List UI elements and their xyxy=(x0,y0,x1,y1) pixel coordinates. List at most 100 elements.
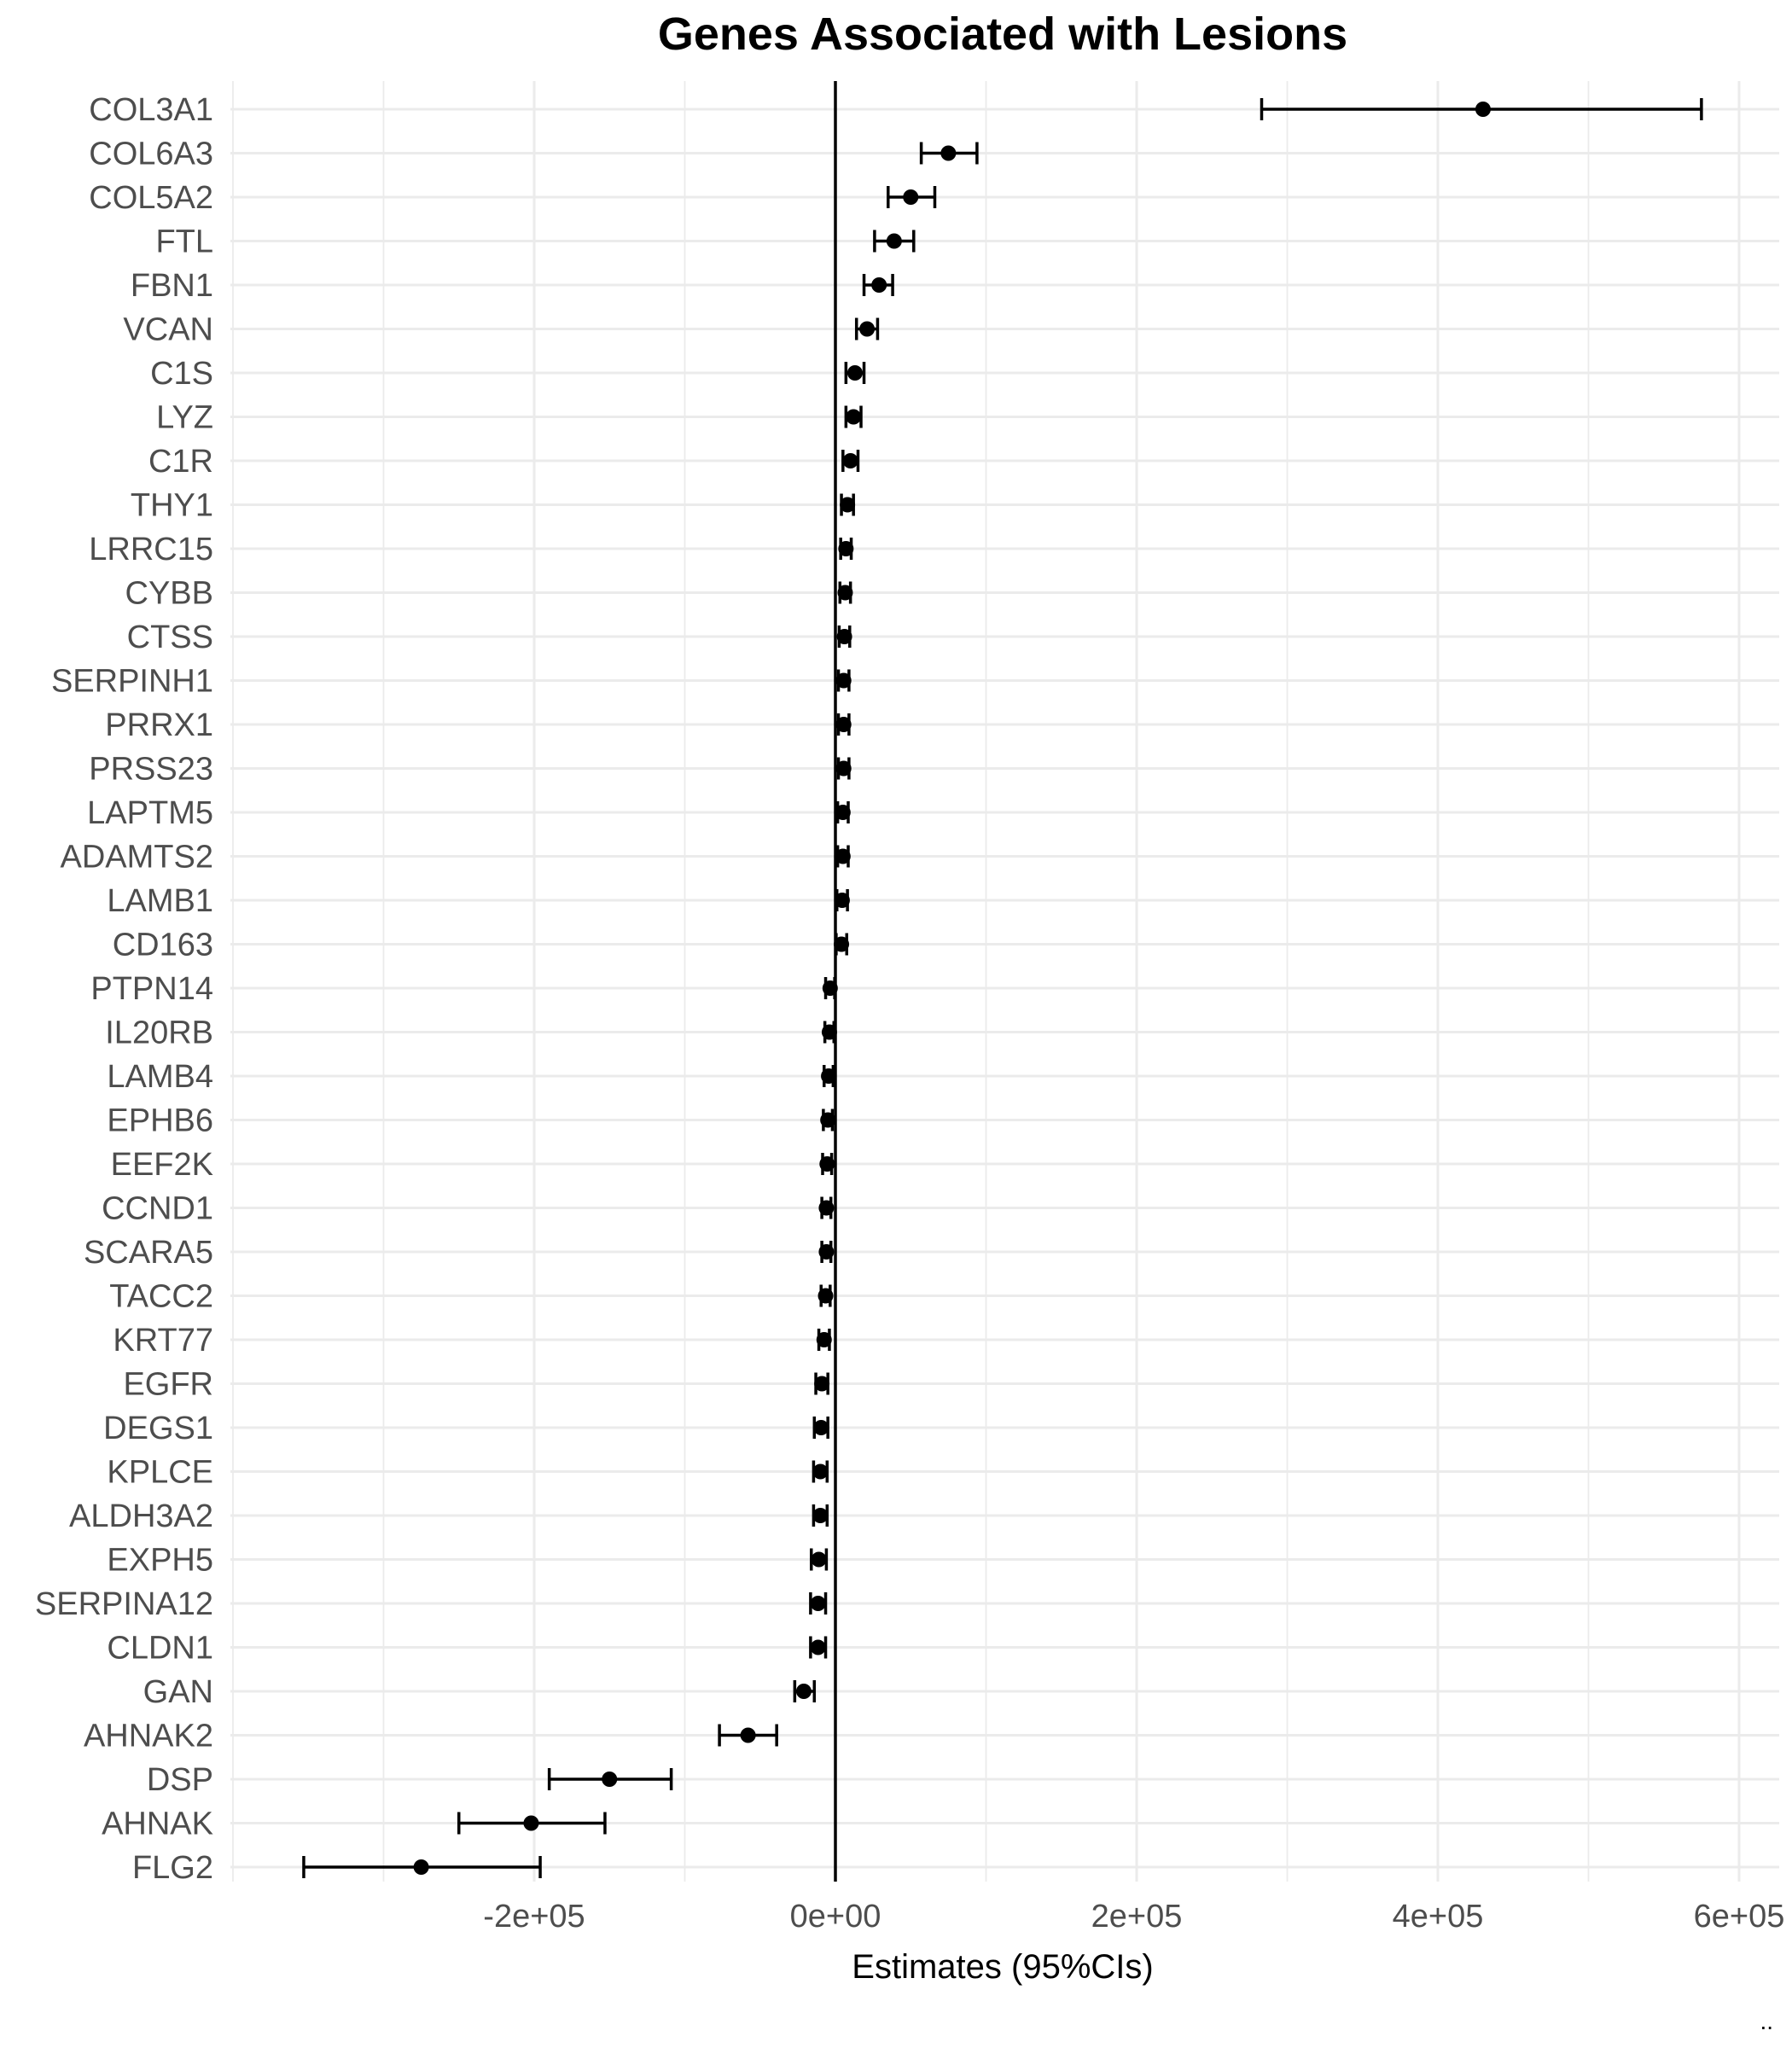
estimate-point xyxy=(838,541,854,556)
estimate-point xyxy=(812,1508,829,1523)
ci-mark-prrx1 xyxy=(835,713,852,736)
y-tick-labels: COL3A1 COL6A3 COL5A2 FTL FBN1 VCAN C1S LYZ C1R TH… xyxy=(35,92,213,1886)
ci-mark-cldn1 xyxy=(809,1636,828,1659)
y-tick-label: LAMB4 xyxy=(107,1059,213,1095)
ci-mark-prss23 xyxy=(835,757,852,780)
ci-mark-ahnak xyxy=(457,1812,607,1835)
estimate-point xyxy=(859,321,876,337)
y-tick-label: PTPN14 xyxy=(90,971,213,1007)
ci-mark-ptpn14 xyxy=(822,977,838,999)
estimate-point xyxy=(810,1639,826,1655)
estimate-point xyxy=(836,629,852,644)
y-tick-label: DSP xyxy=(147,1762,213,1798)
y-tick-label: AHNAK2 xyxy=(84,1719,213,1754)
estimate-point xyxy=(817,1288,834,1304)
y-tick-label: SERPINA12 xyxy=(35,1586,213,1622)
ci-mark-eef2k xyxy=(819,1153,835,1175)
ci-mark-scara5 xyxy=(818,1241,835,1263)
y-tick-label: ADAMTS2 xyxy=(61,840,213,876)
y-tick-label: TACC2 xyxy=(109,1279,213,1315)
estimate-point xyxy=(846,409,862,425)
marks-layer xyxy=(302,98,1703,1878)
y-tick-label: CD163 xyxy=(113,928,213,963)
y-tick-label: SCARA5 xyxy=(84,1235,213,1271)
y-tick-label: C1S xyxy=(150,356,213,392)
y-tick-label: CYBB xyxy=(125,576,213,612)
ci-mark-cd163 xyxy=(834,933,850,956)
ci-mark-egfr xyxy=(814,1372,830,1395)
estimate-point xyxy=(847,365,863,381)
estimate-point xyxy=(523,1815,539,1831)
y-tick-label: FBN1 xyxy=(131,268,213,304)
ci-mark-krt77 xyxy=(816,1329,832,1351)
y-tick-label: DEGS1 xyxy=(103,1411,213,1446)
y-tick-label: PRRX1 xyxy=(105,707,213,743)
ci-mark-lamb1 xyxy=(834,889,850,911)
y-tick-label: LYZ xyxy=(156,400,213,436)
x-tick-label: 4e+05 xyxy=(1393,1899,1484,1935)
x-tick-label: 6e+05 xyxy=(1694,1899,1785,1935)
ci-mark-serpinh1 xyxy=(835,669,852,692)
y-tick-label: VCAN xyxy=(123,312,213,348)
ci-mark-exph5 xyxy=(810,1548,829,1571)
estimate-point xyxy=(811,1551,827,1568)
ci-mark-gan xyxy=(793,1680,817,1702)
estimate-point xyxy=(835,805,851,820)
ci-mark-c1s xyxy=(844,362,866,384)
estimate-point xyxy=(835,717,852,732)
estimate-point xyxy=(871,277,887,293)
ci-mark-vcan xyxy=(854,317,880,340)
y-tick-label: CCND1 xyxy=(102,1191,213,1227)
estimate-point xyxy=(818,1244,835,1260)
estimate-point xyxy=(835,672,852,689)
estimate-point xyxy=(842,453,858,468)
y-tick-label: EGFR xyxy=(123,1367,213,1403)
ci-mark-thy1 xyxy=(840,493,856,516)
estimate-point xyxy=(840,497,856,513)
estimate-point xyxy=(837,585,853,601)
y-tick-label: CTSS xyxy=(127,620,213,655)
y-tick-label: AHNAK xyxy=(102,1807,213,1842)
estimate-point xyxy=(821,1024,837,1040)
ci-mark-ctss xyxy=(836,625,852,648)
estimate-point xyxy=(819,1156,835,1172)
ci-mark-flg2 xyxy=(302,1856,542,1878)
estimate-point xyxy=(835,848,851,864)
estimate-point xyxy=(903,189,919,205)
ci-mark-col3a1 xyxy=(1260,98,1703,120)
y-tick-label: ALDH3A2 xyxy=(69,1498,213,1534)
estimate-point xyxy=(940,145,957,161)
x-tick-label: 0e+00 xyxy=(790,1899,881,1935)
y-tick-label: COL3A1 xyxy=(89,92,213,128)
y-tick-label: KRT77 xyxy=(113,1323,213,1359)
ci-mark-tacc2 xyxy=(817,1284,834,1307)
y-tick-label: FLG2 xyxy=(132,1850,213,1886)
y-tick-label: EEF2K xyxy=(111,1147,213,1183)
y-tick-label: CLDN1 xyxy=(107,1631,213,1667)
ci-mark-il20rb xyxy=(821,1021,837,1044)
ci-mark-dsp xyxy=(547,1768,673,1790)
ci-mark-laptm5 xyxy=(835,801,851,823)
estimate-point xyxy=(886,233,902,249)
y-tick-label: THY1 xyxy=(131,488,213,524)
chart-title: Genes Associated with Lesions xyxy=(658,9,1347,60)
ci-mark-col5a2 xyxy=(887,186,937,208)
ci-mark-ftl xyxy=(873,230,916,253)
ci-mark-aldh3a2 xyxy=(812,1504,829,1527)
ci-mark-cybb xyxy=(837,581,853,604)
ci-mark-fbn1 xyxy=(862,274,894,296)
y-tick-label: SERPINH1 xyxy=(51,664,213,700)
estimate-point xyxy=(812,1463,829,1480)
ci-mark-c1r xyxy=(841,450,860,472)
y-tick-label: C1R xyxy=(148,444,213,480)
ci-mark-ephb6 xyxy=(820,1108,836,1132)
y-tick-label: PRSS23 xyxy=(89,752,213,788)
estimate-point xyxy=(413,1859,429,1875)
x-tick-label: 2e+05 xyxy=(1091,1899,1183,1935)
estimate-point xyxy=(816,1332,832,1347)
ci-mark-adamts2 xyxy=(835,845,851,868)
estimate-point xyxy=(813,1420,829,1435)
grid-layer xyxy=(230,81,1779,1882)
